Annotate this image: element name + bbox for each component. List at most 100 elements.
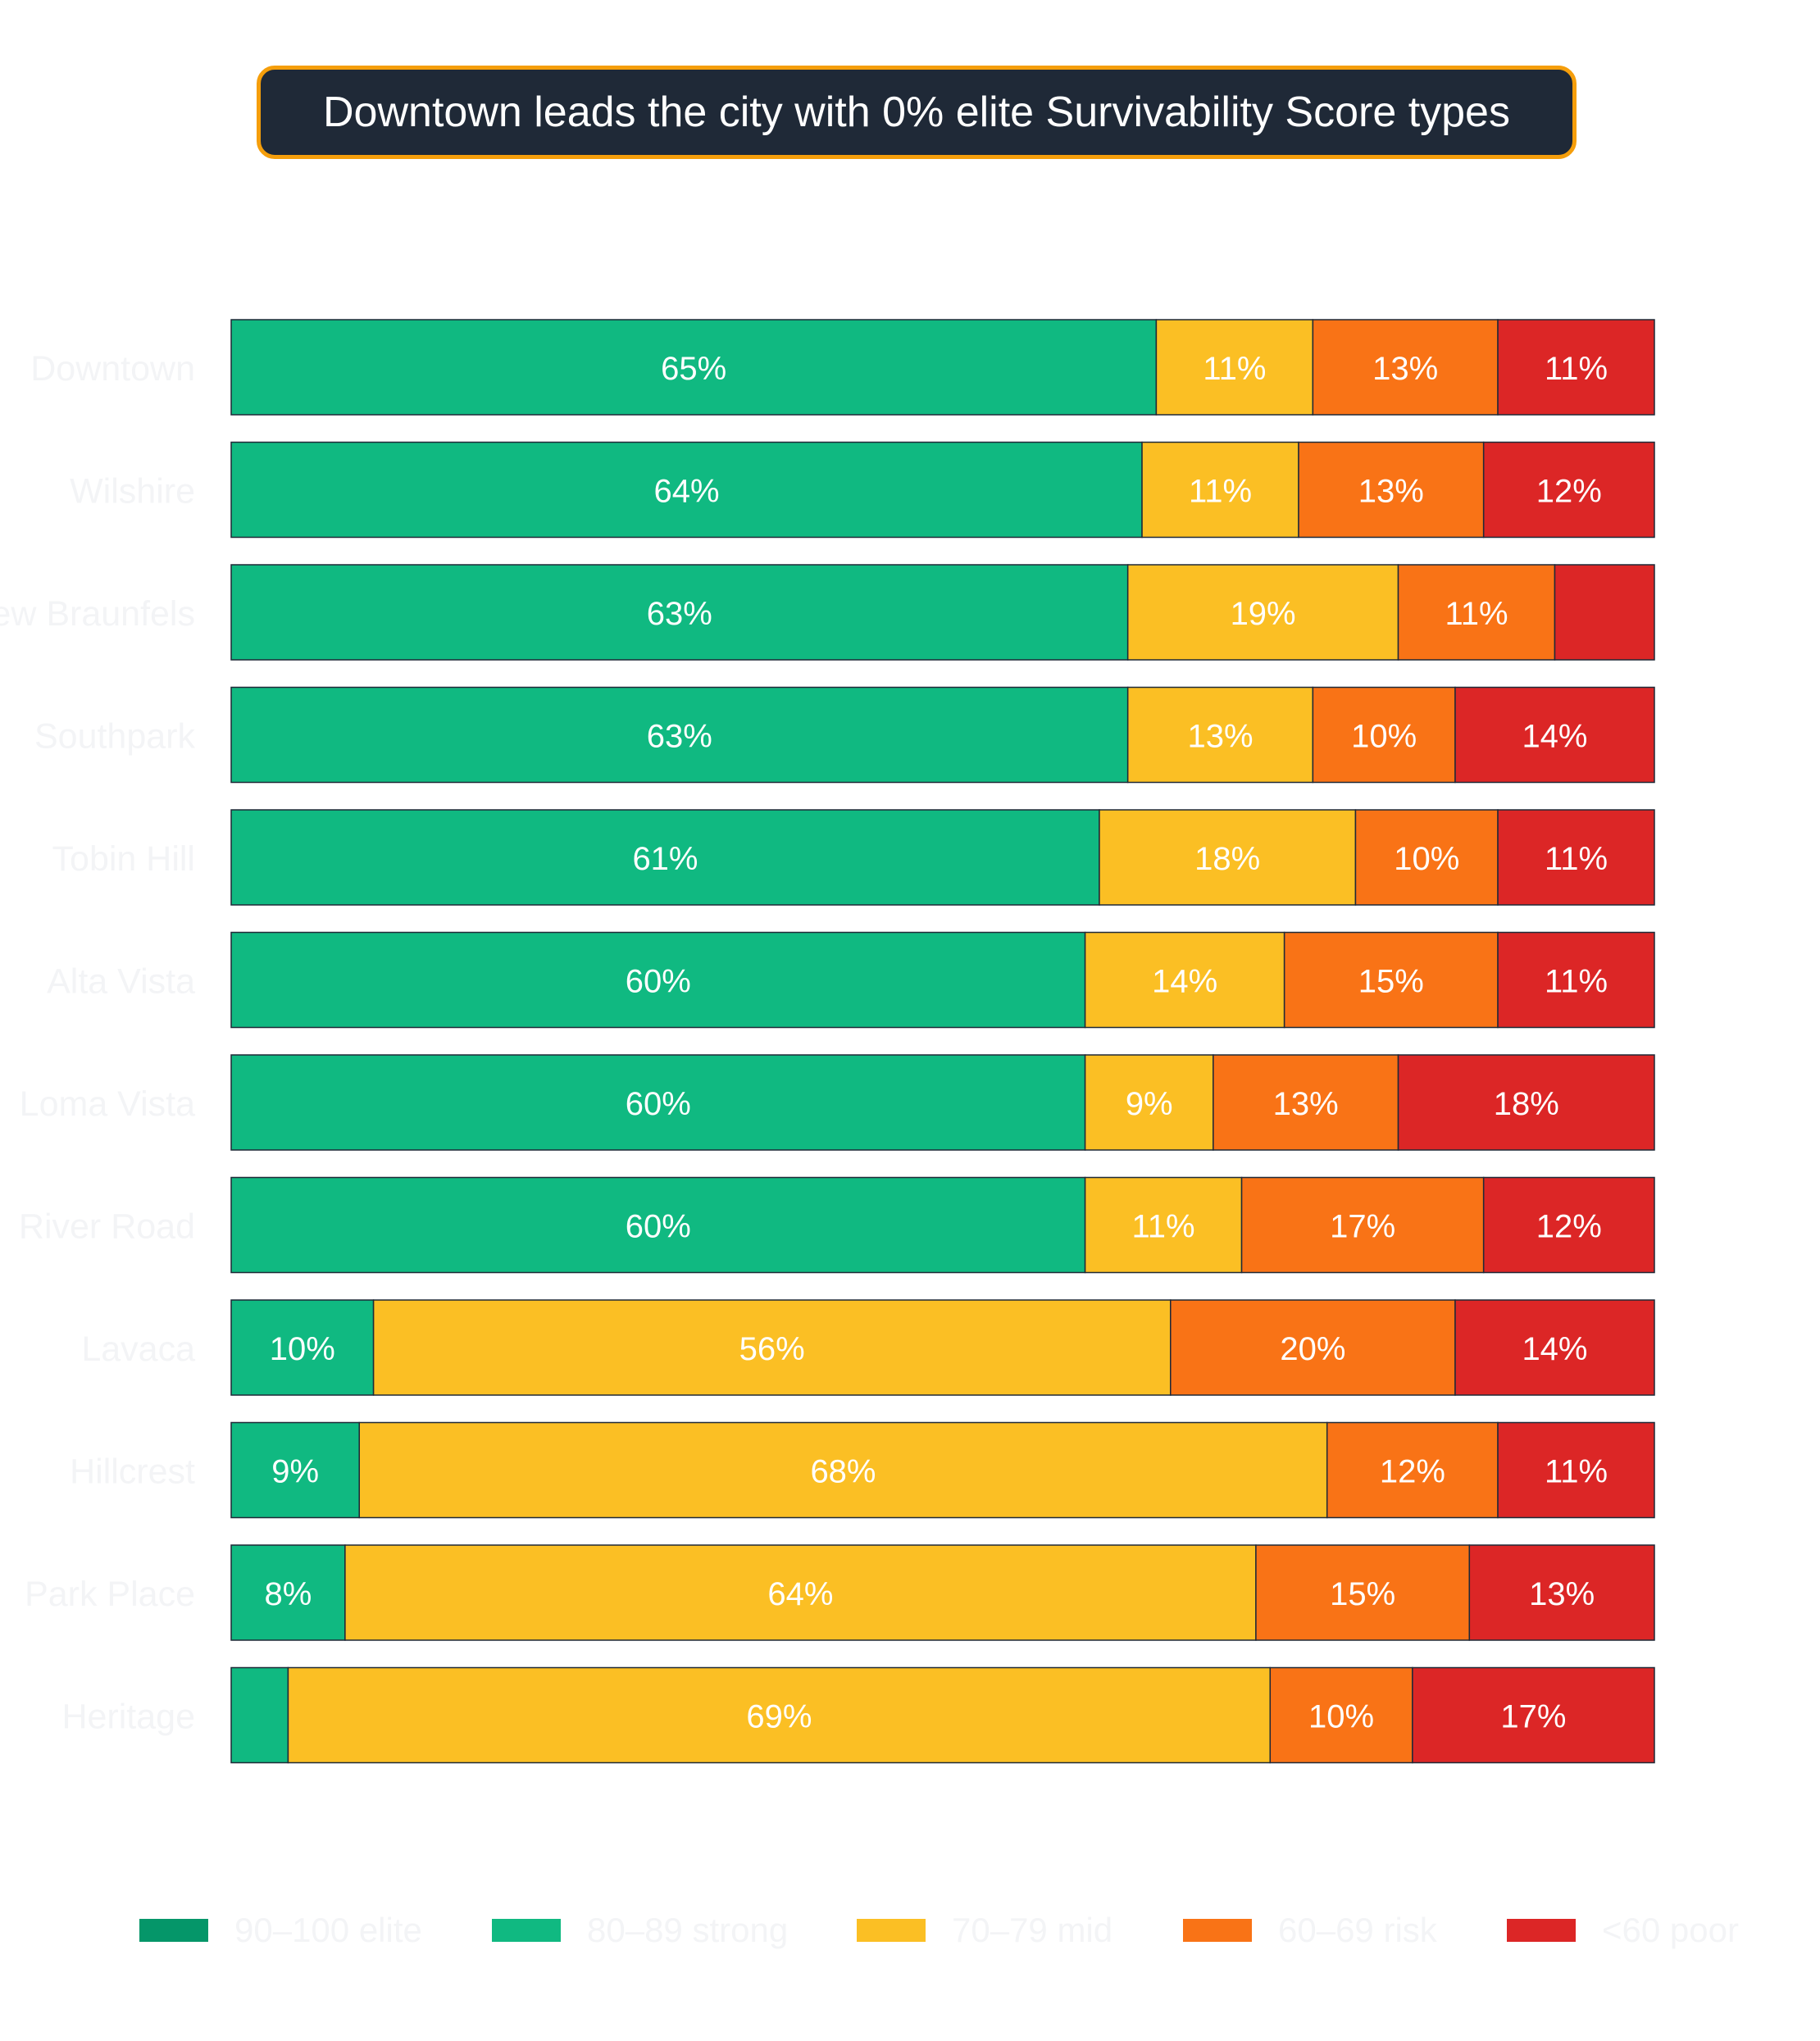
bar-segment-poor — [1482, 441, 1655, 539]
data-label: 12% — [1380, 1454, 1445, 1490]
bar-segment-poor — [1468, 1544, 1655, 1641]
bar-segment-poor — [1454, 686, 1655, 784]
data-label: 10% — [1351, 719, 1417, 755]
data-label: 10% — [270, 1331, 335, 1367]
legend-label: 90–100 elite — [234, 1911, 422, 1949]
bar-segment-poor — [1454, 1299, 1655, 1396]
legend-swatch — [139, 1919, 208, 1942]
legend-label: <60 poor — [1602, 1911, 1739, 1949]
bar-segment-risk — [1170, 1299, 1456, 1396]
bar-segment-strong — [230, 1299, 375, 1396]
data-label: 9% — [271, 1454, 319, 1490]
category-label: Heritage — [61, 1698, 195, 1737]
bar-segment-poor — [1554, 564, 1655, 661]
bar-segment-poor — [1497, 319, 1655, 416]
category-label: Tobin Hill — [52, 839, 195, 879]
data-label: 13% — [1187, 719, 1253, 755]
data-label: 14% — [1522, 1331, 1587, 1367]
data-label: 12% — [1536, 1209, 1602, 1245]
data-label: 11% — [1545, 351, 1608, 387]
bar-segment-strong — [230, 1176, 1086, 1274]
bar-segment-strong — [230, 1054, 1086, 1151]
data-label: 11% — [1545, 841, 1608, 877]
data-label: 9% — [1126, 1086, 1173, 1122]
bar-segment-strong — [230, 686, 1129, 784]
legend-swatch — [1507, 1919, 1576, 1942]
legend-item-strong: 80–89 strong — [492, 1906, 788, 1955]
data-label: 69% — [746, 1699, 812, 1735]
bar-segment-strong — [230, 809, 1100, 906]
bar-segment-mid — [1126, 686, 1314, 784]
legend-swatch — [492, 1919, 561, 1942]
legend-swatch — [1183, 1919, 1252, 1942]
bar-segment-risk — [1312, 319, 1499, 416]
legend-label: 60–69 risk — [1278, 1911, 1437, 1949]
data-label: 60% — [626, 964, 691, 1000]
category-label: Downtown — [30, 349, 195, 389]
data-label: 13% — [1529, 1576, 1595, 1612]
data-label: 19% — [1231, 596, 1296, 632]
data-label: 13% — [1273, 1086, 1339, 1122]
bar-segment-strong — [230, 1666, 289, 1764]
data-label: 17% — [1500, 1699, 1566, 1735]
category-labels: Downtown Wilshire New Braunfels Southpark To… — [0, 349, 195, 1737]
data-label: 68% — [810, 1454, 876, 1490]
bar-segment-mid — [1084, 1054, 1214, 1151]
bar-segment-poor — [1482, 1176, 1655, 1274]
legend: 90–100 elite 80–89 strong 70–79 mid 60–69 r… — [0, 1906, 1820, 1955]
stacked-bar-chart: Downtown Wilshire New Braunfels Southpark To… — [0, 319, 1655, 1764]
data-label: 60% — [626, 1209, 691, 1245]
data-label: 14% — [1152, 964, 1217, 1000]
data-label: 8% — [265, 1576, 312, 1612]
data-label: 60% — [626, 1086, 691, 1122]
data-label: 13% — [1358, 474, 1424, 510]
bar-segment-mid — [1084, 1176, 1243, 1274]
bar-segment-mid — [1084, 931, 1285, 1029]
category-label: Hillcrest — [70, 1452, 195, 1492]
data-label: 14% — [1522, 719, 1587, 755]
bar-segment-strong — [230, 319, 1158, 416]
data-label: 18% — [1194, 841, 1260, 877]
bar-segment-poor — [1397, 1054, 1655, 1151]
legend-item-poor: <60 poor — [1507, 1906, 1739, 1955]
chart-title-text: Downtown leads the city with 0% elite Su… — [323, 89, 1510, 136]
legend-item-mid: 70–79 mid — [857, 1906, 1112, 1955]
bar-segment-strong — [230, 931, 1086, 1029]
data-label: 18% — [1494, 1086, 1559, 1122]
bar-segment-risk — [1283, 931, 1499, 1029]
bar-segment-poor — [1497, 1421, 1655, 1519]
bar-segment-mid — [358, 1421, 1328, 1519]
bar-segment-risk — [1269, 1666, 1413, 1764]
category-label: Park Place — [25, 1575, 195, 1614]
data-label: 11% — [1545, 964, 1608, 1000]
bar-segment-poor — [1497, 931, 1655, 1029]
bar-segment-strong — [230, 1421, 360, 1519]
category-label: Alta Vista — [47, 962, 195, 1002]
legend-item-risk: 60–69 risk — [1183, 1906, 1437, 1955]
bar-segment-strong — [230, 564, 1129, 661]
segment-labels: 65% 11% 13% 11% 64% 11% 13% 12% 63% 19% 11% 63% 13% 1… — [265, 351, 1608, 1735]
data-label: 64% — [767, 1576, 833, 1612]
legend-item-elite: 90–100 elite — [139, 1906, 422, 1955]
bar-segments — [230, 319, 1655, 1764]
data-label: 61% — [632, 841, 698, 877]
data-label: 65% — [661, 351, 726, 387]
bar-segment-risk — [1326, 1421, 1499, 1519]
category-label: River Road — [19, 1207, 195, 1247]
data-label: 11% — [1132, 1209, 1195, 1245]
legend-swatch — [857, 1919, 926, 1942]
legend-label: 70–79 mid — [952, 1911, 1113, 1949]
category-label: Lavaca — [81, 1330, 195, 1369]
data-label: 13% — [1372, 351, 1438, 387]
data-label: 10% — [1394, 841, 1459, 877]
data-label: 20% — [1280, 1331, 1345, 1367]
bar-segment-mid — [1126, 564, 1399, 661]
bar-segment-risk — [1354, 809, 1499, 906]
data-label: 11% — [1189, 474, 1252, 510]
bar-segment-risk — [1255, 1544, 1471, 1641]
category-label: Loma Vista — [20, 1084, 195, 1124]
data-label: 63% — [647, 719, 712, 755]
data-label: 11% — [1203, 351, 1266, 387]
chart-title: Downtown leads the city with 0% elite Su… — [257, 66, 1577, 159]
bar-segment-mid — [344, 1544, 1257, 1641]
